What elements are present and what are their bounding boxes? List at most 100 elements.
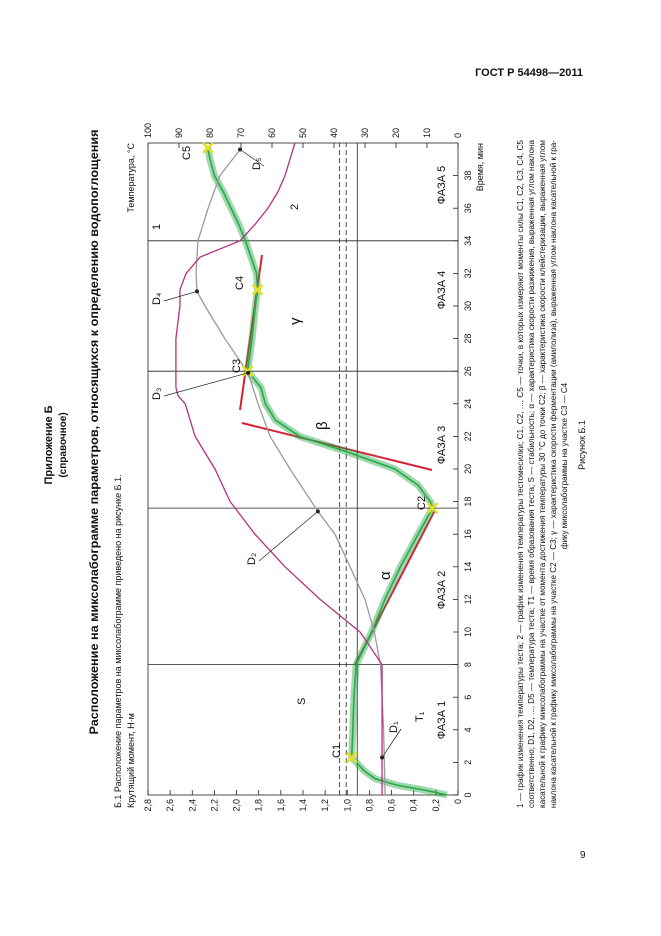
annotation: α [377,571,394,580]
phase-label: ФАЗА 2 [436,571,448,610]
series-line [207,147,448,796]
c-marker [426,502,439,515]
y2-tick-label: 80 [205,128,215,138]
y-tick-label: 1,0 [342,799,352,812]
d-leader [163,372,249,397]
x-tick-label: 8 [463,662,473,667]
x-tick-label: 24 [463,399,473,409]
x-tick-label: 36 [463,203,473,213]
y-tick-label: 1,2 [320,799,330,812]
x-tick-label: 26 [463,366,473,376]
y-tick-label: 1,4 [298,799,308,812]
y2-tick-label: 100 [143,123,153,138]
y-tick-label: 2,6 [165,799,175,812]
x-tick-label: 28 [463,334,473,344]
plot: 0 0,2 0,4 0,6 0,8 1,0 1,2 1,4 1,6 1,8 2,0 2,2 2,4 2,6… [143,123,485,812]
x-tick-label: 10 [463,627,473,637]
y-tick-label: 0 [453,799,463,804]
x-tick-label: 32 [463,268,473,278]
x-tick-label: 22 [463,431,473,441]
d-label: D₂ [246,553,258,565]
y-tick-label: 1,8 [254,799,264,812]
y-tick-label: 2,4 [187,799,197,812]
d-label: D₁ [388,721,400,733]
c-label: C5 [181,146,193,160]
y-tick-label: 2,0 [232,799,242,812]
d-label: D₅ [251,158,263,170]
y-tick-label: 0,6 [387,799,397,812]
y2-tick-label: 90 [174,128,184,138]
x-tick-label: 18 [463,497,473,507]
x-tick-label: 0 [463,792,473,797]
annotation: γ [287,317,304,325]
series-line [195,149,386,796]
page-number: 9 [580,850,586,861]
phase-label: ФАЗА 5 [436,166,448,205]
phase-label: ФАЗА 1 [436,701,448,740]
x-tick-label: 30 [463,301,473,311]
y2-tick-label: 40 [329,128,339,138]
c-marker [345,751,358,764]
annotation: T₁ [414,711,426,722]
phase-label: ФАЗА 3 [436,426,448,465]
x-tick-label: 2 [463,760,473,765]
d-label: D₄ [151,292,163,305]
x-tick-label: 20 [463,464,473,474]
tangent-gamma [239,254,263,411]
y2-tick-label: 50 [298,128,308,138]
c-marker [201,142,214,154]
appendix-title: Приложение Б [43,405,55,484]
series-label: 1 [151,224,163,230]
tangent-beta [241,422,433,471]
d-marker [246,370,251,375]
y-title: Крутящий момент, Н·м [126,713,136,808]
x-tick-label: 6 [463,695,473,700]
d-marker [380,755,385,760]
y-tick-label: 2,8 [143,799,153,812]
d-leader [163,290,198,302]
y2-title: Температура, °С [126,142,136,212]
y-tick-label: 0,4 [409,799,419,812]
y2-tick-label: 30 [360,128,370,138]
x-tick-label: 38 [463,171,473,181]
appendix-note: (справочное) [58,412,69,477]
y2-tick-label: 10 [422,128,432,138]
x-tick-label: 12 [463,594,473,604]
caption-line: касательной к графику миксолабограммы на… [538,140,547,808]
y-tick-label: 1,6 [276,799,286,812]
y2-tick-label: 0 [453,133,463,138]
c-label: C2 [416,496,428,510]
series-label: 2 [289,204,301,210]
series-line [175,142,383,795]
section-title: Расположение на миксолабограмме параметр… [87,130,101,735]
x-tick-label: 34 [463,236,473,246]
d-leader [258,511,319,562]
x-title: Время, мин [475,143,485,191]
c-label: C3 [231,359,243,373]
d-leader [239,149,265,167]
d-leader [381,728,402,758]
caption-line: фику миксолабограммы на участке C3 — C4 [560,382,569,549]
caption-line: соответственно; D1, D2, ..., D5 — темпер… [527,139,536,808]
y2-tick-label: 60 [267,128,277,138]
figure-label: Рисунок Б.1 [577,420,587,470]
y-tick-label: 0,8 [364,799,374,812]
annotation: β [314,421,331,430]
c-label: C4 [234,276,246,290]
annotation: S [296,698,308,705]
c-label: C1 [331,744,343,758]
torque-band [204,147,448,799]
x-tick-label: 14 [463,562,473,572]
y2-tick-label: 70 [236,128,246,138]
y2-tick-label: 20 [391,128,401,138]
caption-line: наклона касательной к графику миксолабог… [549,140,558,808]
y-tick-label: 2,2 [209,799,219,812]
c-marker [251,283,264,296]
standard-id: ГОСТ Р 54498—2011 [475,67,583,79]
caption-line: 1 — график изменения температуры теста; … [516,139,525,808]
d-label: D₃ [151,388,163,400]
intro: Б.1 Расположение параметров на миксолабо… [113,474,123,808]
x-tick-label: 16 [463,529,473,539]
x-tick-label: 4 [463,727,473,732]
